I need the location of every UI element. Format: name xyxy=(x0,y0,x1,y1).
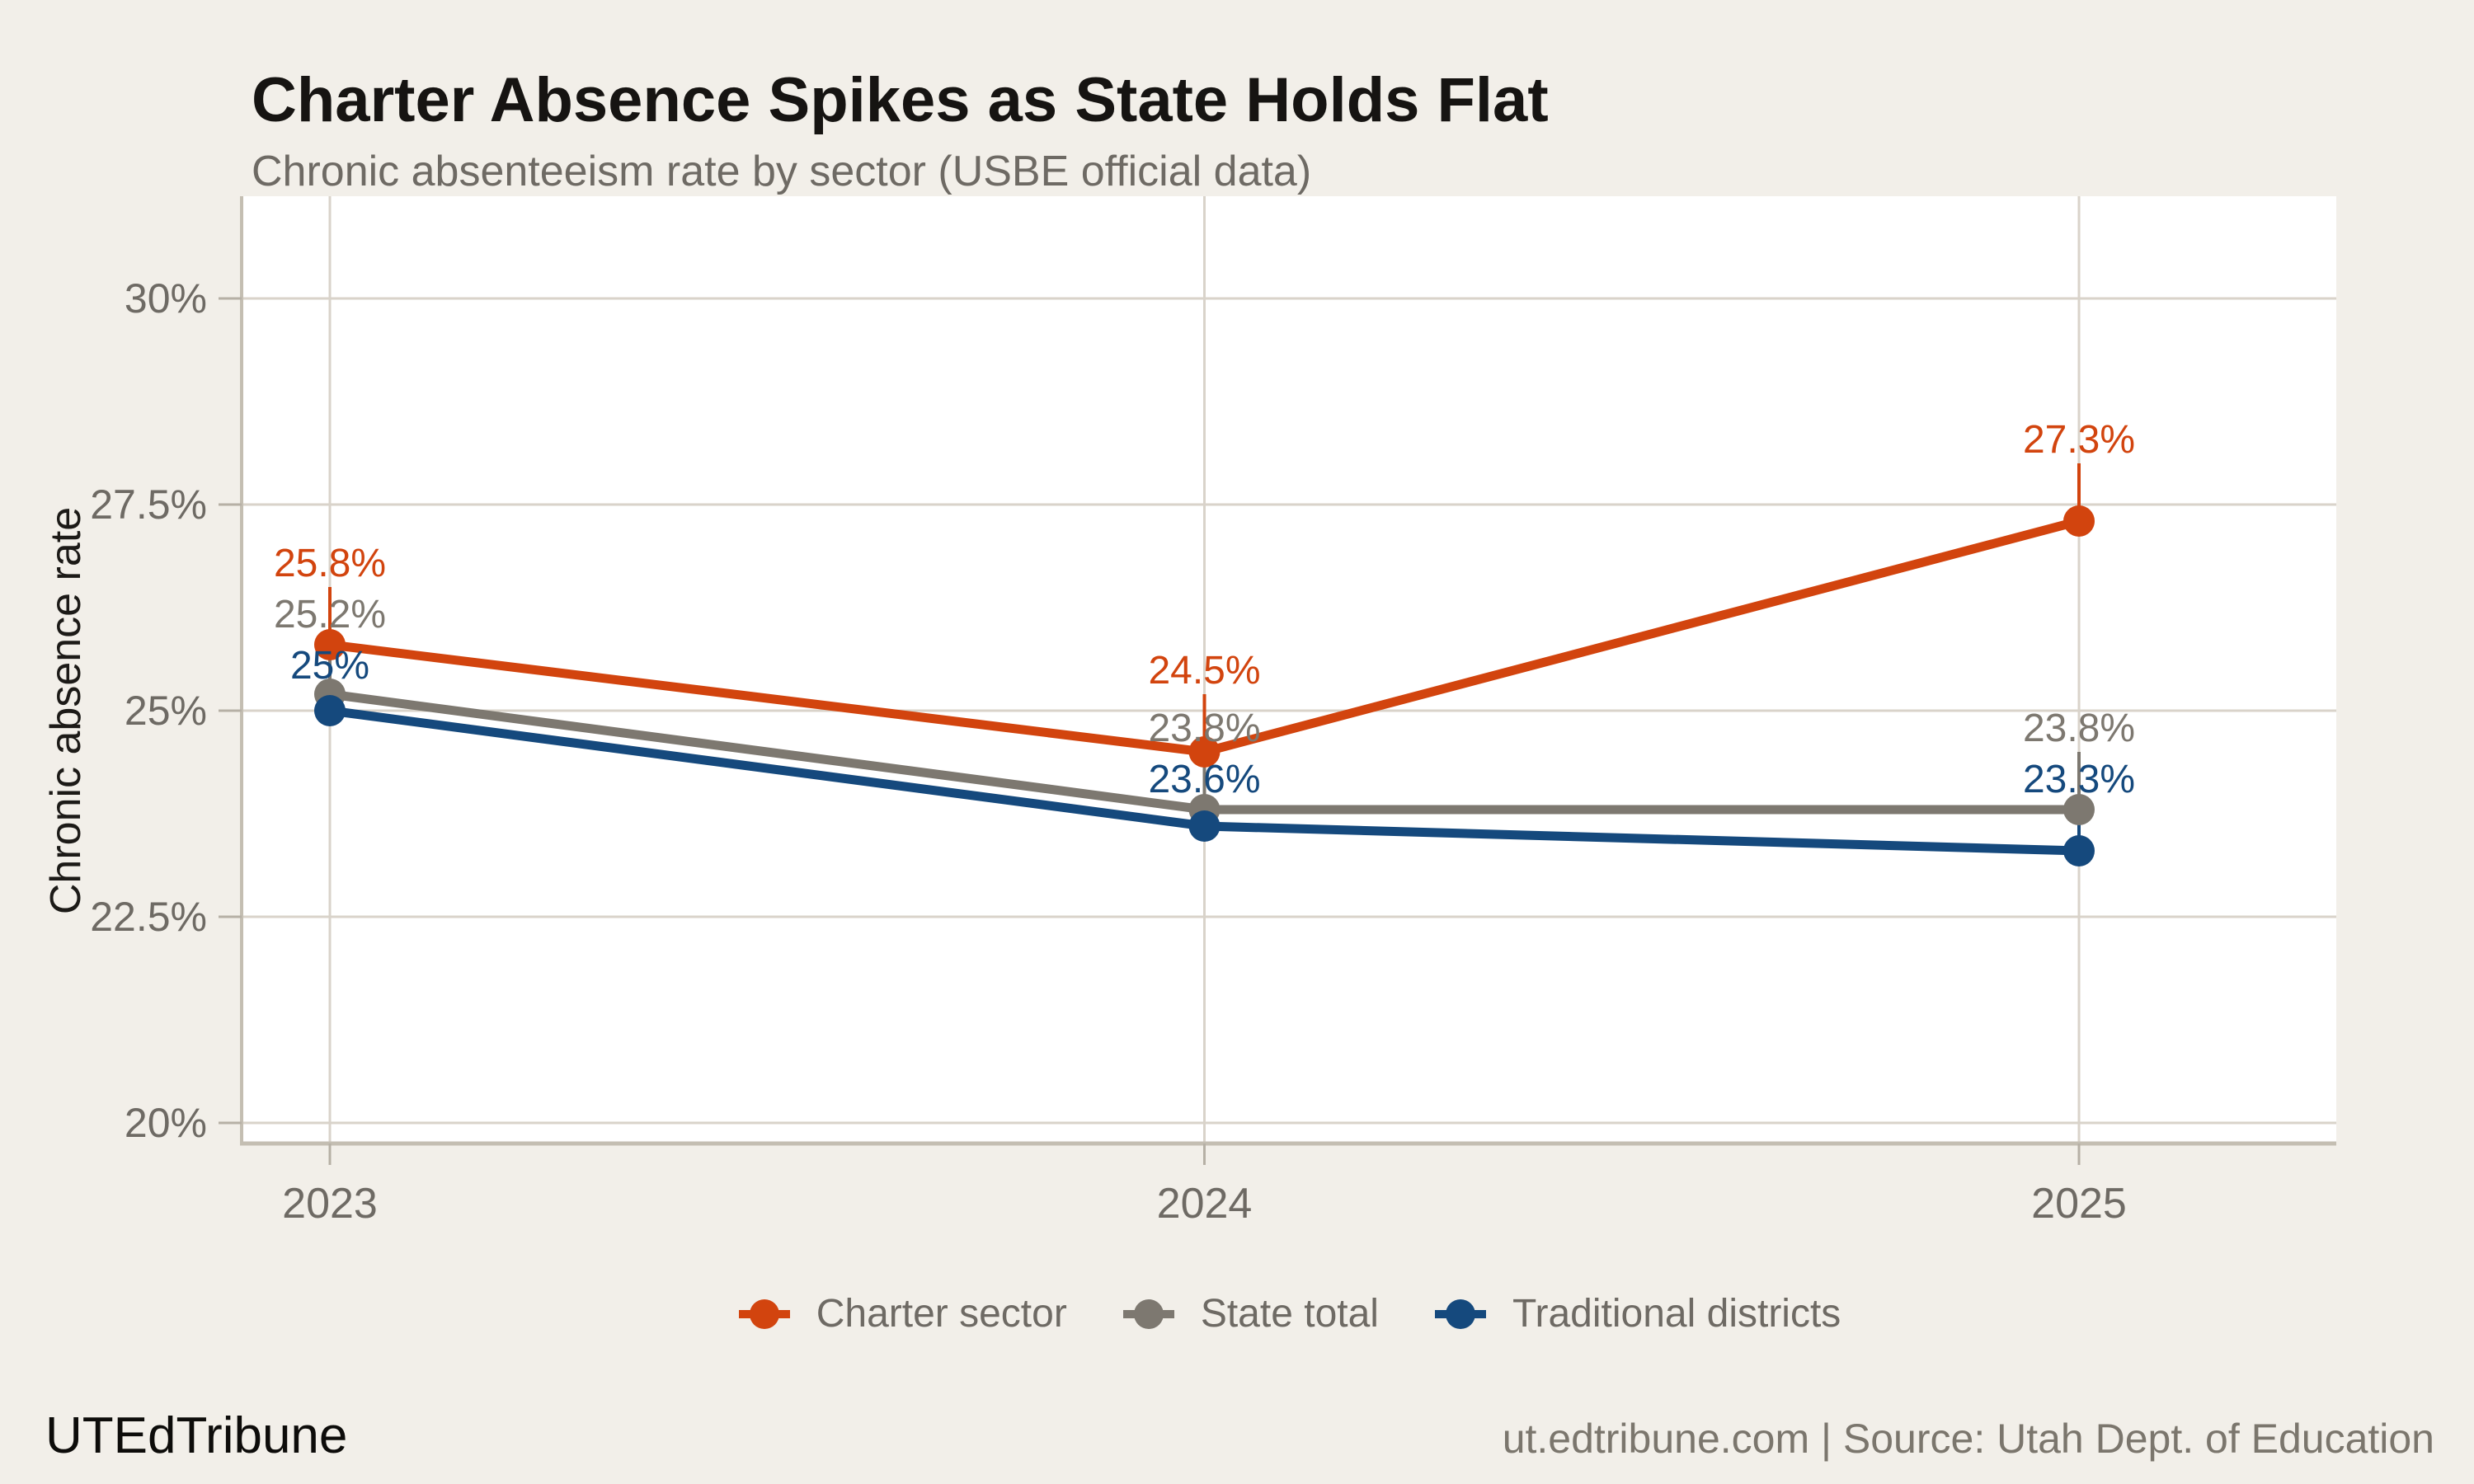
legend-label: State total xyxy=(1200,1292,1379,1336)
data-point-traditional-districts xyxy=(2063,835,2095,866)
brand-logo-text: UTEdTribune xyxy=(45,1407,348,1464)
data-label: 24.5% xyxy=(1148,649,1260,693)
x-tick-label: 2025 xyxy=(2031,1180,2127,1228)
legend-label: Charter sector xyxy=(816,1292,1067,1336)
chart-subtitle: Chronic absenteeism rate by sector (USBE… xyxy=(252,148,1312,195)
y-tick-label: 30% xyxy=(125,275,207,322)
data-point-charter-sector xyxy=(314,629,346,660)
data-point-traditional-districts xyxy=(1188,810,1221,842)
x-tick-label: 2024 xyxy=(1157,1180,1253,1228)
legend-marker-icon xyxy=(1434,1298,1486,1329)
y-tick-label: 27.5% xyxy=(90,481,207,528)
source-attribution: ut.edtribune.com | Source: Utah Dept. of… xyxy=(1502,1416,2434,1462)
panel-background xyxy=(242,196,2336,1144)
legend-label: Traditional districts xyxy=(1512,1292,1841,1336)
y-tick-label: 25% xyxy=(125,688,207,734)
legend-item-state-total: State total xyxy=(1122,1291,1379,1336)
legend: Charter sector State total Traditional dis… xyxy=(242,1291,2336,1336)
data-point-traditional-districts xyxy=(314,695,346,726)
data-label: 23.6% xyxy=(1148,758,1260,801)
x-tick-label: 2023 xyxy=(282,1180,378,1228)
data-label: 25.8% xyxy=(274,542,386,585)
data-label: 23.8% xyxy=(1148,707,1260,750)
data-point-charter-sector xyxy=(1188,736,1221,768)
legend-item-charter-sector: Charter sector xyxy=(737,1291,1067,1336)
y-tick-label: 20% xyxy=(125,1100,207,1146)
legend-marker-icon xyxy=(1122,1298,1174,1329)
data-label: 27.3% xyxy=(2023,418,2135,462)
data-label: 23.8% xyxy=(2023,707,2135,750)
legend-item-traditional-districts: Traditional districts xyxy=(1433,1291,1841,1336)
data-label: 25.2% xyxy=(274,593,386,636)
y-tick-label: 22.5% xyxy=(90,894,207,940)
legend-marker-icon xyxy=(738,1298,790,1329)
data-label: 25% xyxy=(290,644,369,688)
chart-title: Charter Absence Spikes as State Holds Fl… xyxy=(252,65,1549,135)
data-point-state-total xyxy=(2063,794,2095,825)
data-label: 23.3% xyxy=(2023,758,2135,801)
data-point-charter-sector xyxy=(2063,505,2095,537)
